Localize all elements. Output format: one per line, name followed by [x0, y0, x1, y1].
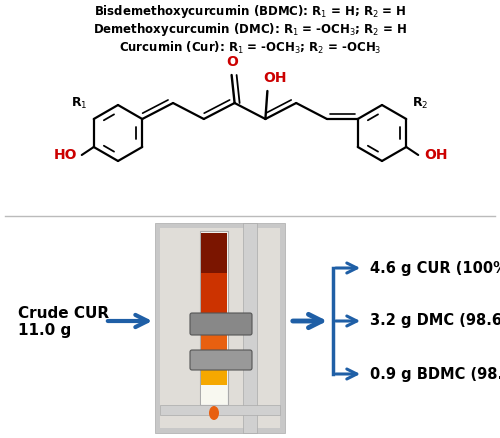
Text: Curcumin (Cur): R$_1$ = -OCH$_3$; R$_2$ = -OCH$_3$: Curcumin (Cur): R$_1$ = -OCH$_3$; R$_2$ … [118, 40, 382, 56]
Text: OH: OH [424, 148, 448, 162]
Text: 3.2 g DMC (98.6%): 3.2 g DMC (98.6%) [370, 314, 500, 328]
Text: OH: OH [264, 71, 287, 85]
Bar [201, 233, 227, 273]
Ellipse shape [209, 406, 219, 420]
Text: Demethoxycurcumin (DMC): R$_1$ = -OCH$_3$; R$_2$ = H: Demethoxycurcumin (DMC): R$_1$ = -OCH$_3… [93, 21, 407, 39]
Text: HO: HO [54, 148, 78, 162]
Bar [160, 405, 280, 415]
Text: Crude CUR: Crude CUR [18, 305, 109, 321]
Bar [243, 223, 257, 433]
Text: R$_1$: R$_1$ [72, 96, 88, 111]
Bar [200, 231, 228, 405]
Bar [160, 228, 280, 428]
Text: Bisdemethoxycurcumin (BDMC): R$_1$ = H; R$_2$ = H: Bisdemethoxycurcumin (BDMC): R$_1$ = H; … [94, 4, 406, 21]
Text: 11.0 g: 11.0 g [18, 322, 72, 338]
Text: 4.6 g CUR (100%): 4.6 g CUR (100%) [370, 261, 500, 276]
Bar [201, 356, 227, 386]
Bar [201, 385, 227, 404]
Bar [201, 316, 227, 356]
Text: 0.9 g BDMC (98.3%): 0.9 g BDMC (98.3%) [370, 367, 500, 381]
Text: R$_2$: R$_2$ [412, 96, 428, 111]
Bar [201, 273, 227, 316]
Text: O: O [226, 55, 238, 69]
FancyBboxPatch shape [190, 350, 252, 370]
Bar [155, 223, 285, 433]
FancyBboxPatch shape [190, 313, 252, 335]
